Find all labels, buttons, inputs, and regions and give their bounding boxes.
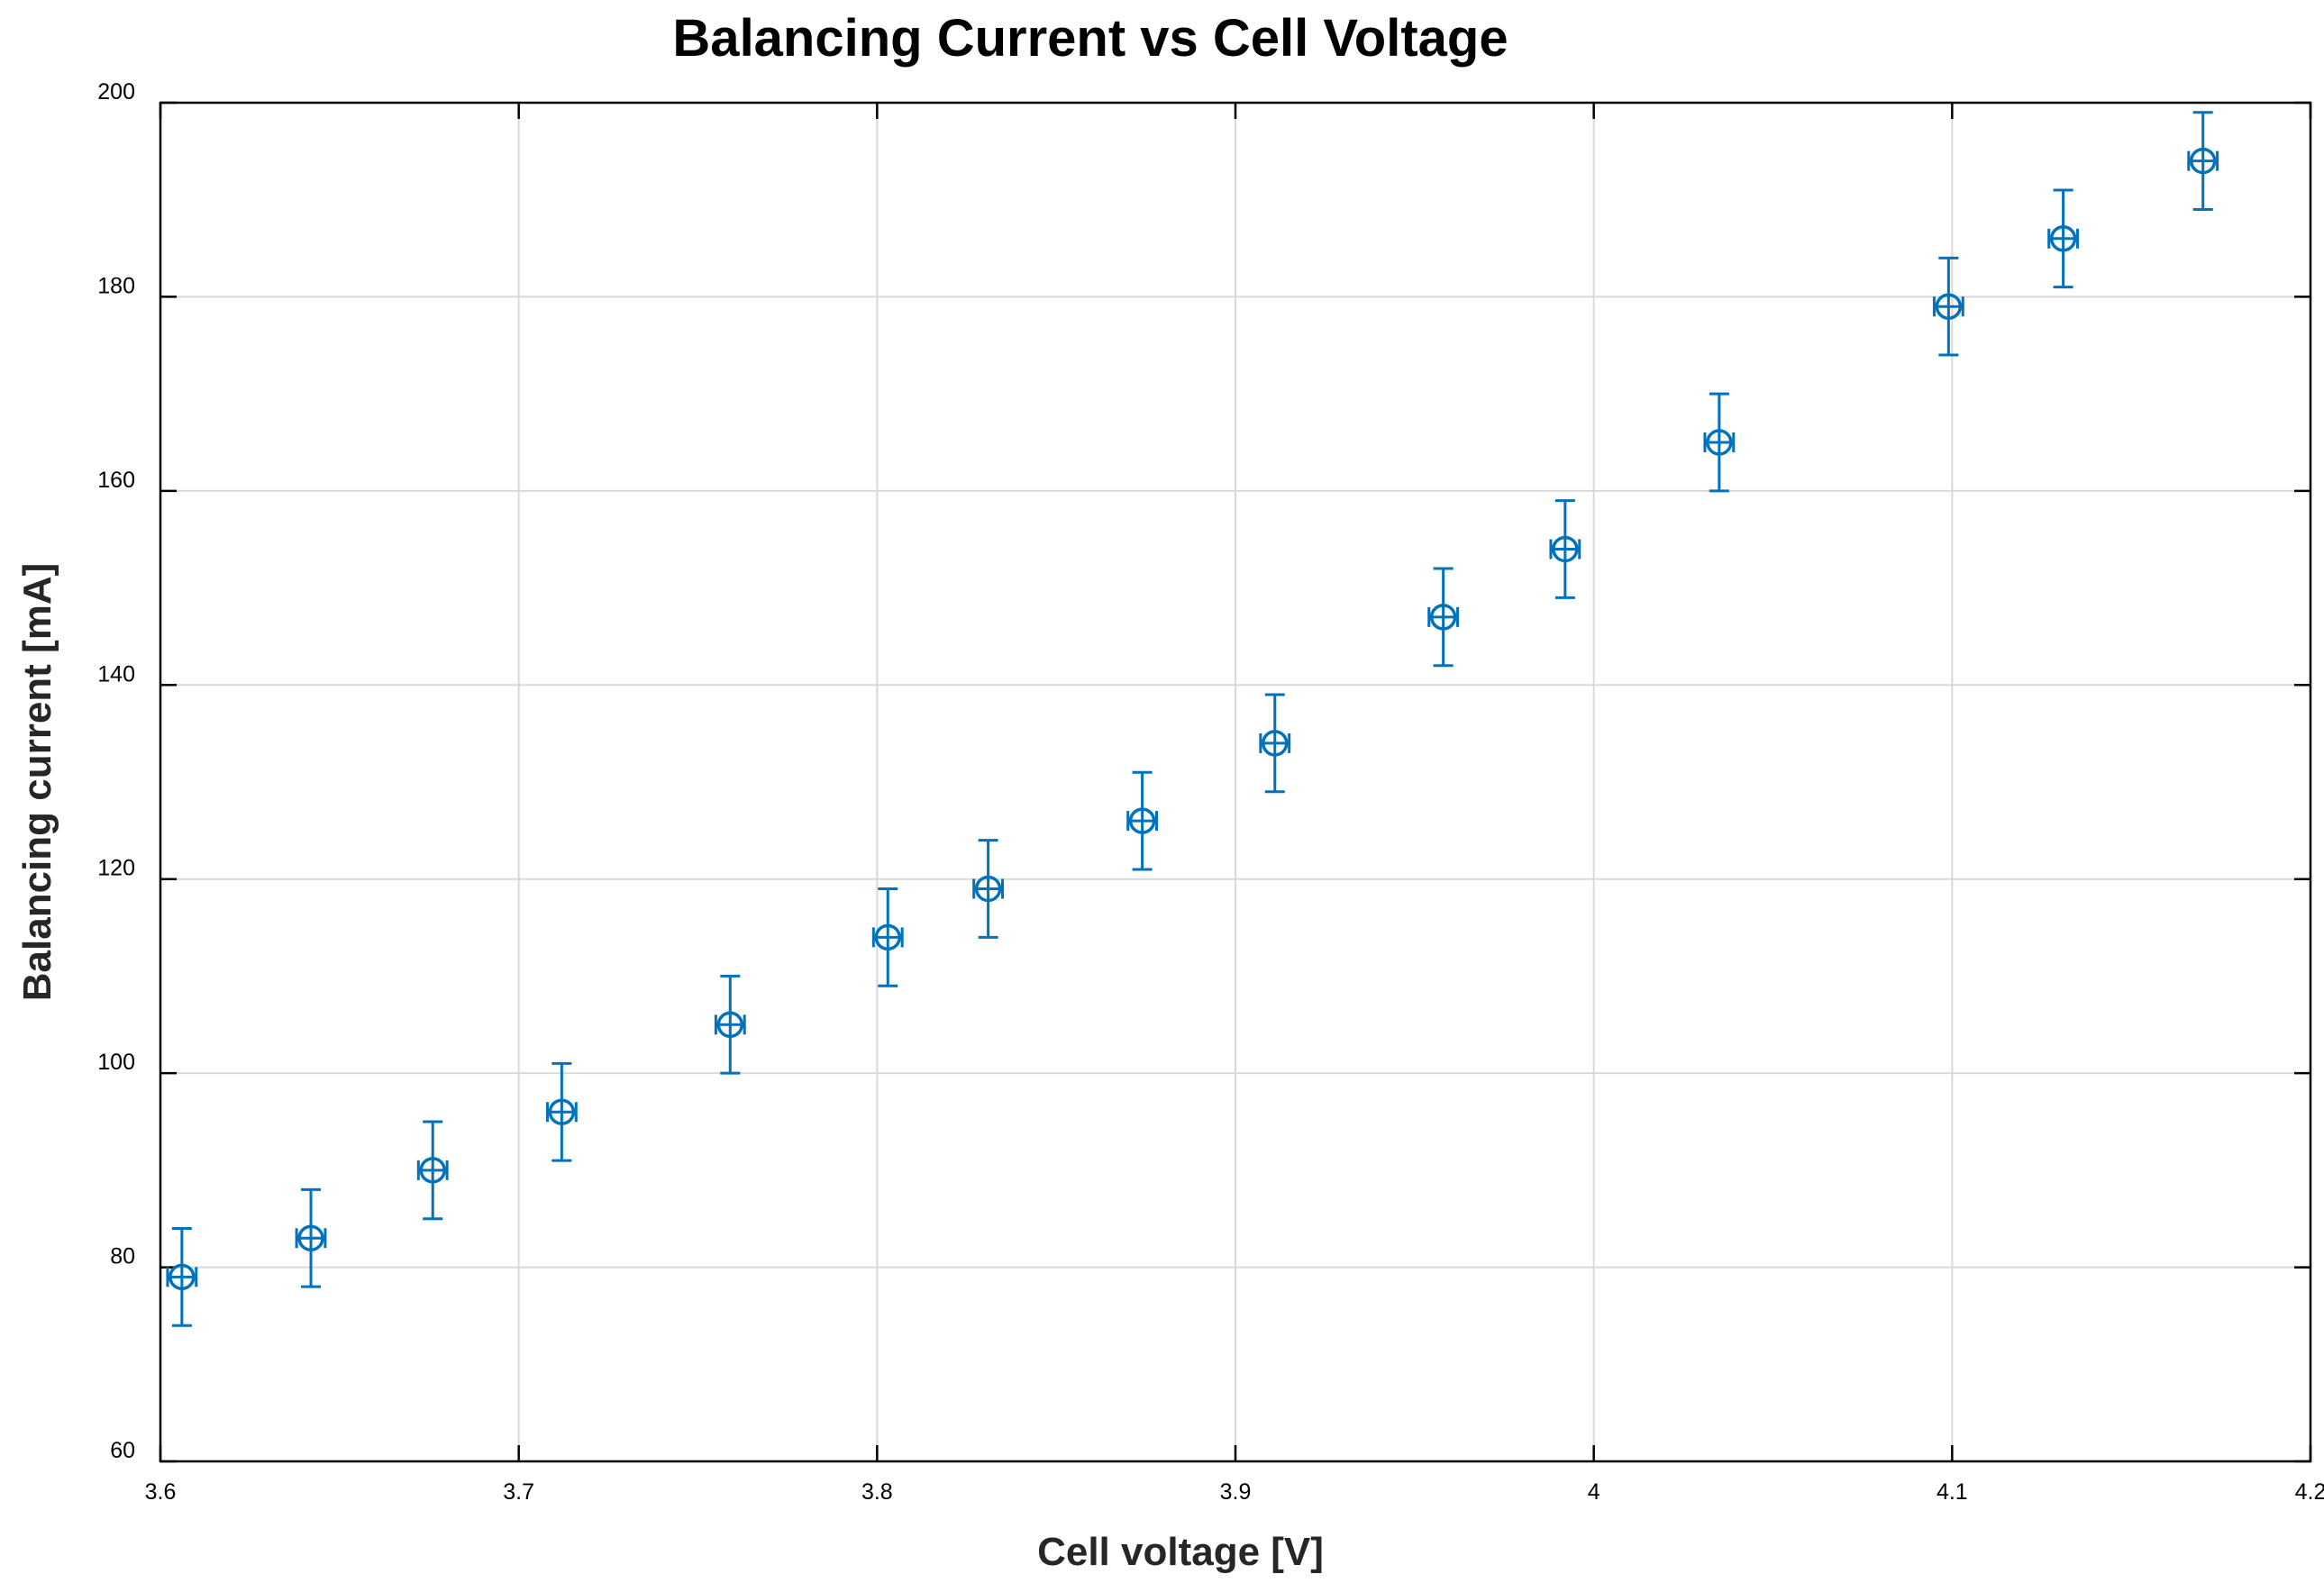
y-tick-label: 100	[97, 1050, 135, 1075]
data-point	[1549, 499, 1581, 599]
x-tick-label: 3.7	[503, 1479, 534, 1505]
grid-lines	[160, 103, 2310, 1461]
x-tick-label: 4	[1588, 1479, 1600, 1505]
data-point	[1932, 256, 1964, 357]
x-tick-label: 3.9	[1220, 1479, 1252, 1505]
y-tick-labels: 60 80 100 120 140 160 180 200	[97, 79, 135, 1463]
circle-marker	[297, 1224, 324, 1252]
circle-marker	[1552, 535, 1579, 563]
circle-marker	[974, 875, 1002, 903]
data-point	[2187, 111, 2219, 211]
x-axis-label: Cell voltage [V]	[1037, 1530, 1324, 1574]
data-point	[1259, 693, 1291, 794]
data-point	[714, 974, 746, 1075]
x-tick-label: 4.2	[2295, 1479, 2324, 1505]
data-point	[416, 1120, 449, 1221]
data-point	[2047, 188, 2080, 289]
data-point	[1126, 770, 1159, 871]
y-tick-label: 180	[97, 273, 135, 298]
circle-marker	[874, 923, 902, 951]
circle-marker	[716, 1011, 744, 1039]
y-tick-label: 200	[97, 79, 135, 105]
circle-marker	[2049, 225, 2077, 252]
y-tick-label: 160	[97, 468, 135, 493]
y-tick-label: 120	[97, 856, 135, 881]
plot-frame	[159, 101, 2312, 1463]
y-axis-label: Balancing current [mA]	[15, 563, 59, 1002]
data-point	[545, 1061, 578, 1162]
circle-marker	[1935, 293, 1963, 320]
data-point	[1703, 392, 1736, 493]
circle-marker	[419, 1157, 446, 1184]
data-point	[166, 1226, 198, 1327]
y-tick-label: 60	[110, 1438, 135, 1463]
data-point	[295, 1187, 327, 1288]
data-points	[166, 111, 2219, 1327]
data-point	[972, 839, 1005, 939]
x-tick-labels: 3.6 3.7 3.8 3.9 4 4.1 4.2	[145, 1479, 2324, 1505]
circle-marker	[1706, 429, 1733, 456]
data-point	[1427, 567, 1460, 668]
y-tick-label: 80	[110, 1244, 135, 1269]
x-tick-label: 3.8	[861, 1479, 893, 1505]
circle-marker	[1128, 807, 1156, 834]
data-point	[871, 887, 904, 987]
x-tick-label: 3.6	[145, 1479, 177, 1505]
chart-title: Balancing Current vs Cell Voltage	[672, 9, 1508, 68]
circle-marker	[1429, 604, 1457, 631]
circle-marker	[548, 1098, 576, 1125]
circle-marker	[2189, 147, 2217, 175]
circle-marker	[169, 1263, 196, 1291]
x-tick-label: 4.1	[1937, 1479, 1968, 1505]
y-tick-label: 140	[97, 661, 135, 687]
circle-marker	[1261, 730, 1289, 757]
